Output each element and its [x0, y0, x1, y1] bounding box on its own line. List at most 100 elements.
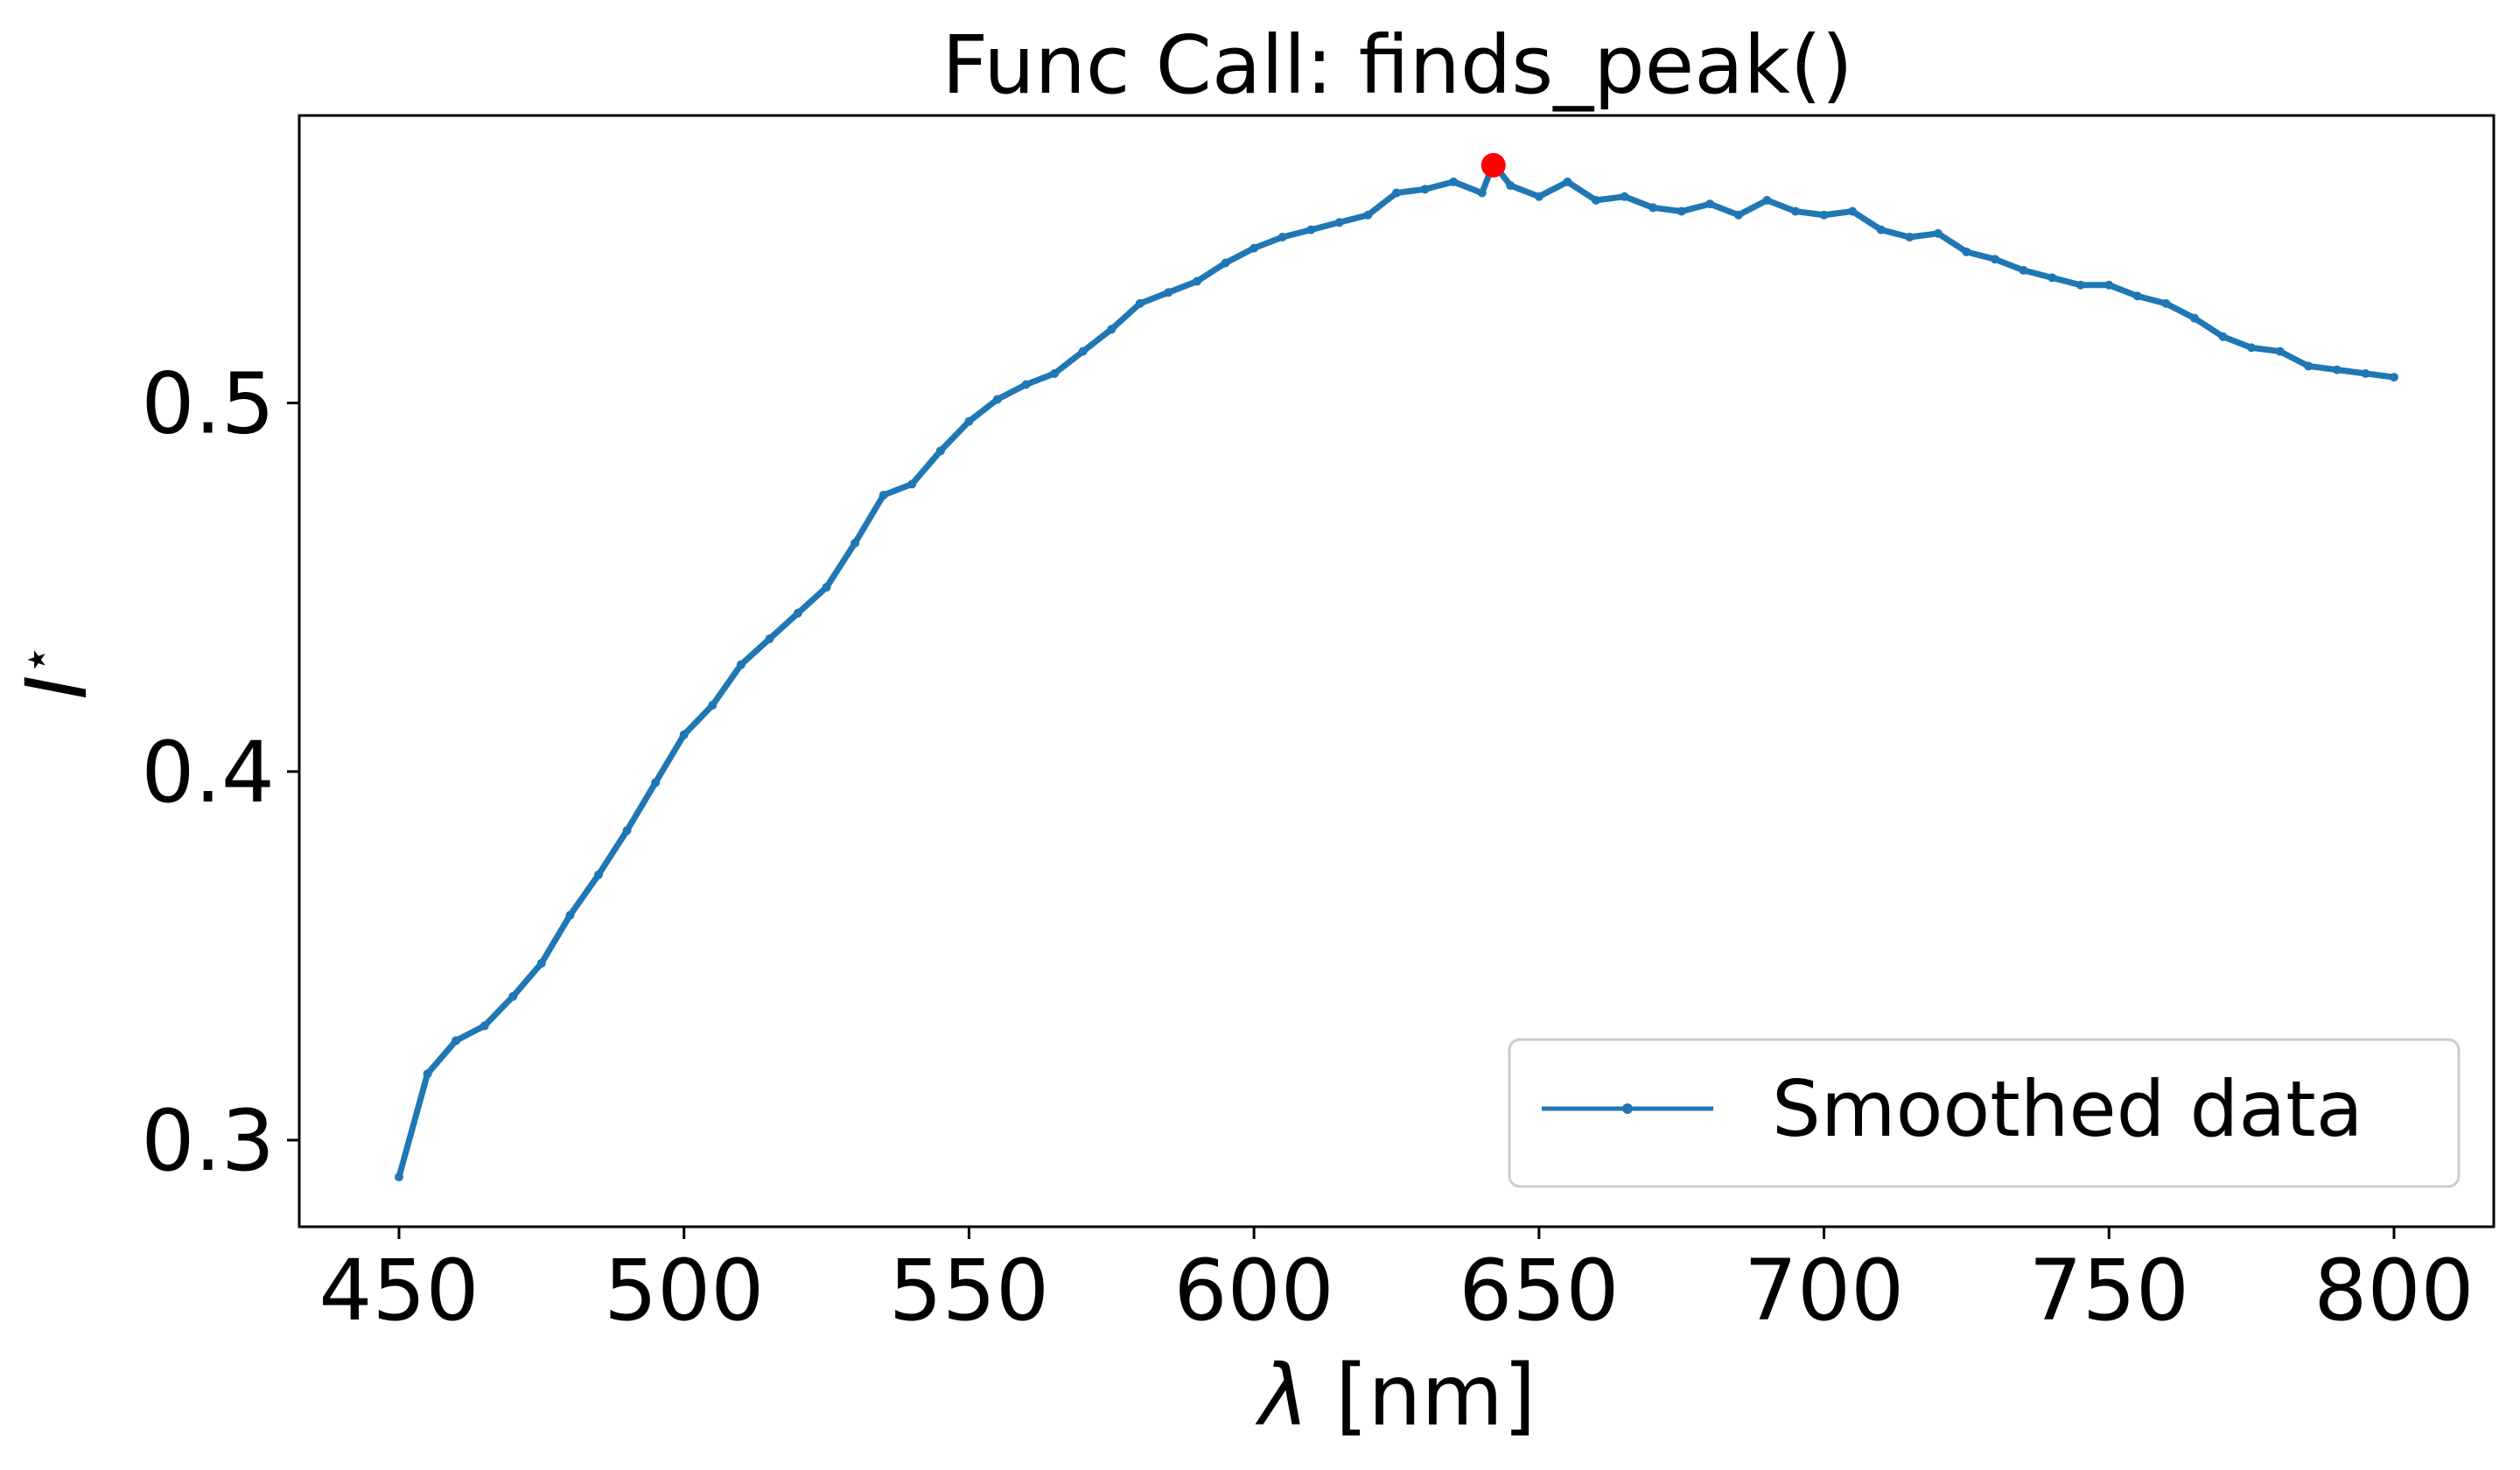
data-point [565, 911, 575, 920]
data-point [651, 778, 661, 788]
data-point [1705, 200, 1715, 209]
y-tick-label: 0.3 [141, 1092, 275, 1190]
x-axis-label-symbol: λ [1255, 1347, 1309, 1445]
data-point [2304, 361, 2314, 371]
x-tick-label: 700 [1744, 1242, 1904, 1340]
data-point [1021, 380, 1031, 389]
data-point [1420, 185, 1430, 194]
data-point [2190, 313, 2199, 323]
y-tick-label: 0.4 [141, 724, 275, 822]
data-point [2019, 265, 2028, 275]
data-point [1848, 206, 1858, 216]
data-point [850, 538, 860, 548]
data-point [1135, 298, 1144, 308]
data-point [1193, 276, 1201, 286]
y-tick-label: 0.5 [141, 355, 275, 453]
y-axis-label: I⋆ [8, 644, 106, 699]
data-point [2104, 280, 2114, 290]
data-point [935, 446, 945, 456]
data-point [480, 1021, 489, 1031]
data-point [1962, 247, 1971, 256]
data-point [2332, 365, 2342, 374]
chart-title: Func Call: finds_peak() [942, 18, 1852, 112]
data-point [1819, 210, 1829, 220]
x-tick-label: 750 [2029, 1242, 2189, 1340]
x-axis-label-unit: [nm] [1309, 1347, 1536, 1445]
data-point [1648, 203, 1658, 213]
data-point [1164, 288, 1173, 298]
data-point [2048, 273, 2057, 283]
series-line [396, 160, 2398, 1180]
data-point [1676, 206, 1686, 216]
data-point [2132, 291, 2142, 301]
x-axis: 450 500 550 600 650 700 750 800 [318, 1227, 2474, 1340]
x-tick-label: 800 [2314, 1242, 2474, 1340]
data-point [822, 583, 831, 592]
x-tick-label: 550 [889, 1242, 1049, 1340]
data-point [1905, 233, 1914, 242]
data-point [622, 826, 632, 836]
data-point [1534, 192, 1544, 201]
data-point [765, 634, 774, 644]
x-tick-label: 450 [318, 1242, 479, 1340]
data-point [2361, 368, 2370, 378]
data-point [2275, 346, 2285, 356]
data-point [508, 991, 518, 1001]
data-point [423, 1069, 432, 1079]
data-point [1733, 210, 1743, 220]
data-point [736, 660, 746, 669]
data-point [2076, 280, 2085, 290]
data-point [1107, 325, 1116, 334]
data-point [1620, 192, 1629, 201]
data-point [452, 1036, 461, 1046]
data-point [1306, 225, 1316, 234]
peak-marker [1480, 152, 1506, 178]
data-series [395, 152, 2398, 1182]
data-point [2390, 373, 2398, 382]
legend-box [1508, 1038, 2460, 1188]
data-point [1506, 181, 1516, 191]
legend-label: Smoothed data [1772, 1064, 2363, 1154]
data-point [1050, 368, 1060, 378]
data-point [1221, 258, 1230, 268]
y-axis: 0.3 0.4 0.5 [141, 355, 299, 1190]
data-point [907, 480, 917, 489]
data-point [594, 870, 603, 879]
data-point [794, 608, 802, 618]
data-point [1592, 195, 1600, 205]
data-point [708, 700, 718, 710]
x-tick-label: 600 [1174, 1242, 1334, 1340]
y-axis-label-text: I⋆ [8, 644, 106, 699]
y-axis-label-main: I [8, 675, 106, 699]
data-point [1078, 346, 1088, 356]
data-point [1334, 218, 1344, 228]
y-axis-label-sup: ⋆ [8, 644, 65, 675]
data-point [1278, 233, 1287, 242]
data-point [1363, 210, 1373, 220]
data-point [2247, 343, 2257, 353]
data-point [878, 490, 888, 500]
data-point [2161, 298, 2171, 308]
data-point [2218, 332, 2228, 341]
data-point [1762, 195, 1772, 205]
legend-dot-marker [1622, 1103, 1633, 1114]
data-point [993, 395, 1002, 404]
data-point [964, 416, 974, 426]
data-point [679, 730, 689, 739]
x-axis-label: λ [nm] [1255, 1347, 1536, 1445]
data-point [1250, 243, 1259, 253]
data-point [1876, 225, 1886, 234]
data-point [1392, 188, 1401, 198]
data-point [1563, 177, 1572, 186]
data-point [1991, 255, 1999, 264]
data-point [536, 958, 546, 968]
data-point [1449, 177, 1459, 186]
x-tick-label: 500 [604, 1242, 764, 1340]
legend: Smoothed data [1508, 1038, 2460, 1188]
x-tick-label: 650 [1459, 1242, 1619, 1340]
data-point [1477, 188, 1487, 198]
data-point [1933, 228, 1942, 238]
data-point [395, 1172, 403, 1182]
